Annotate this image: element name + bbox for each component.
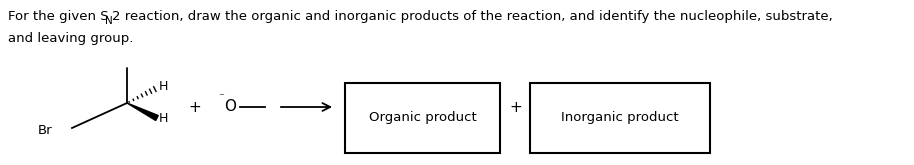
Text: and leaving group.: and leaving group. [8, 32, 133, 45]
Bar [345, 83, 500, 153]
Text: +: + [510, 99, 523, 115]
Text: For the given S: For the given S [8, 10, 109, 23]
Text: H: H [159, 81, 168, 94]
Text: O: O [224, 99, 236, 114]
Text: N: N [105, 16, 112, 26]
Text: +: + [188, 99, 201, 115]
Text: 2 reaction, draw the organic and inorganic products of the reaction, and identif: 2 reaction, draw the organic and inorgan… [112, 10, 833, 23]
Text: ⁻: ⁻ [218, 92, 224, 102]
Text: Organic product: Organic product [368, 112, 476, 125]
Text: Inorganic product: Inorganic product [561, 112, 679, 125]
Polygon shape [127, 103, 158, 120]
Text: H: H [159, 113, 168, 126]
Bar [530, 83, 710, 153]
Text: Br: Br [38, 123, 53, 136]
